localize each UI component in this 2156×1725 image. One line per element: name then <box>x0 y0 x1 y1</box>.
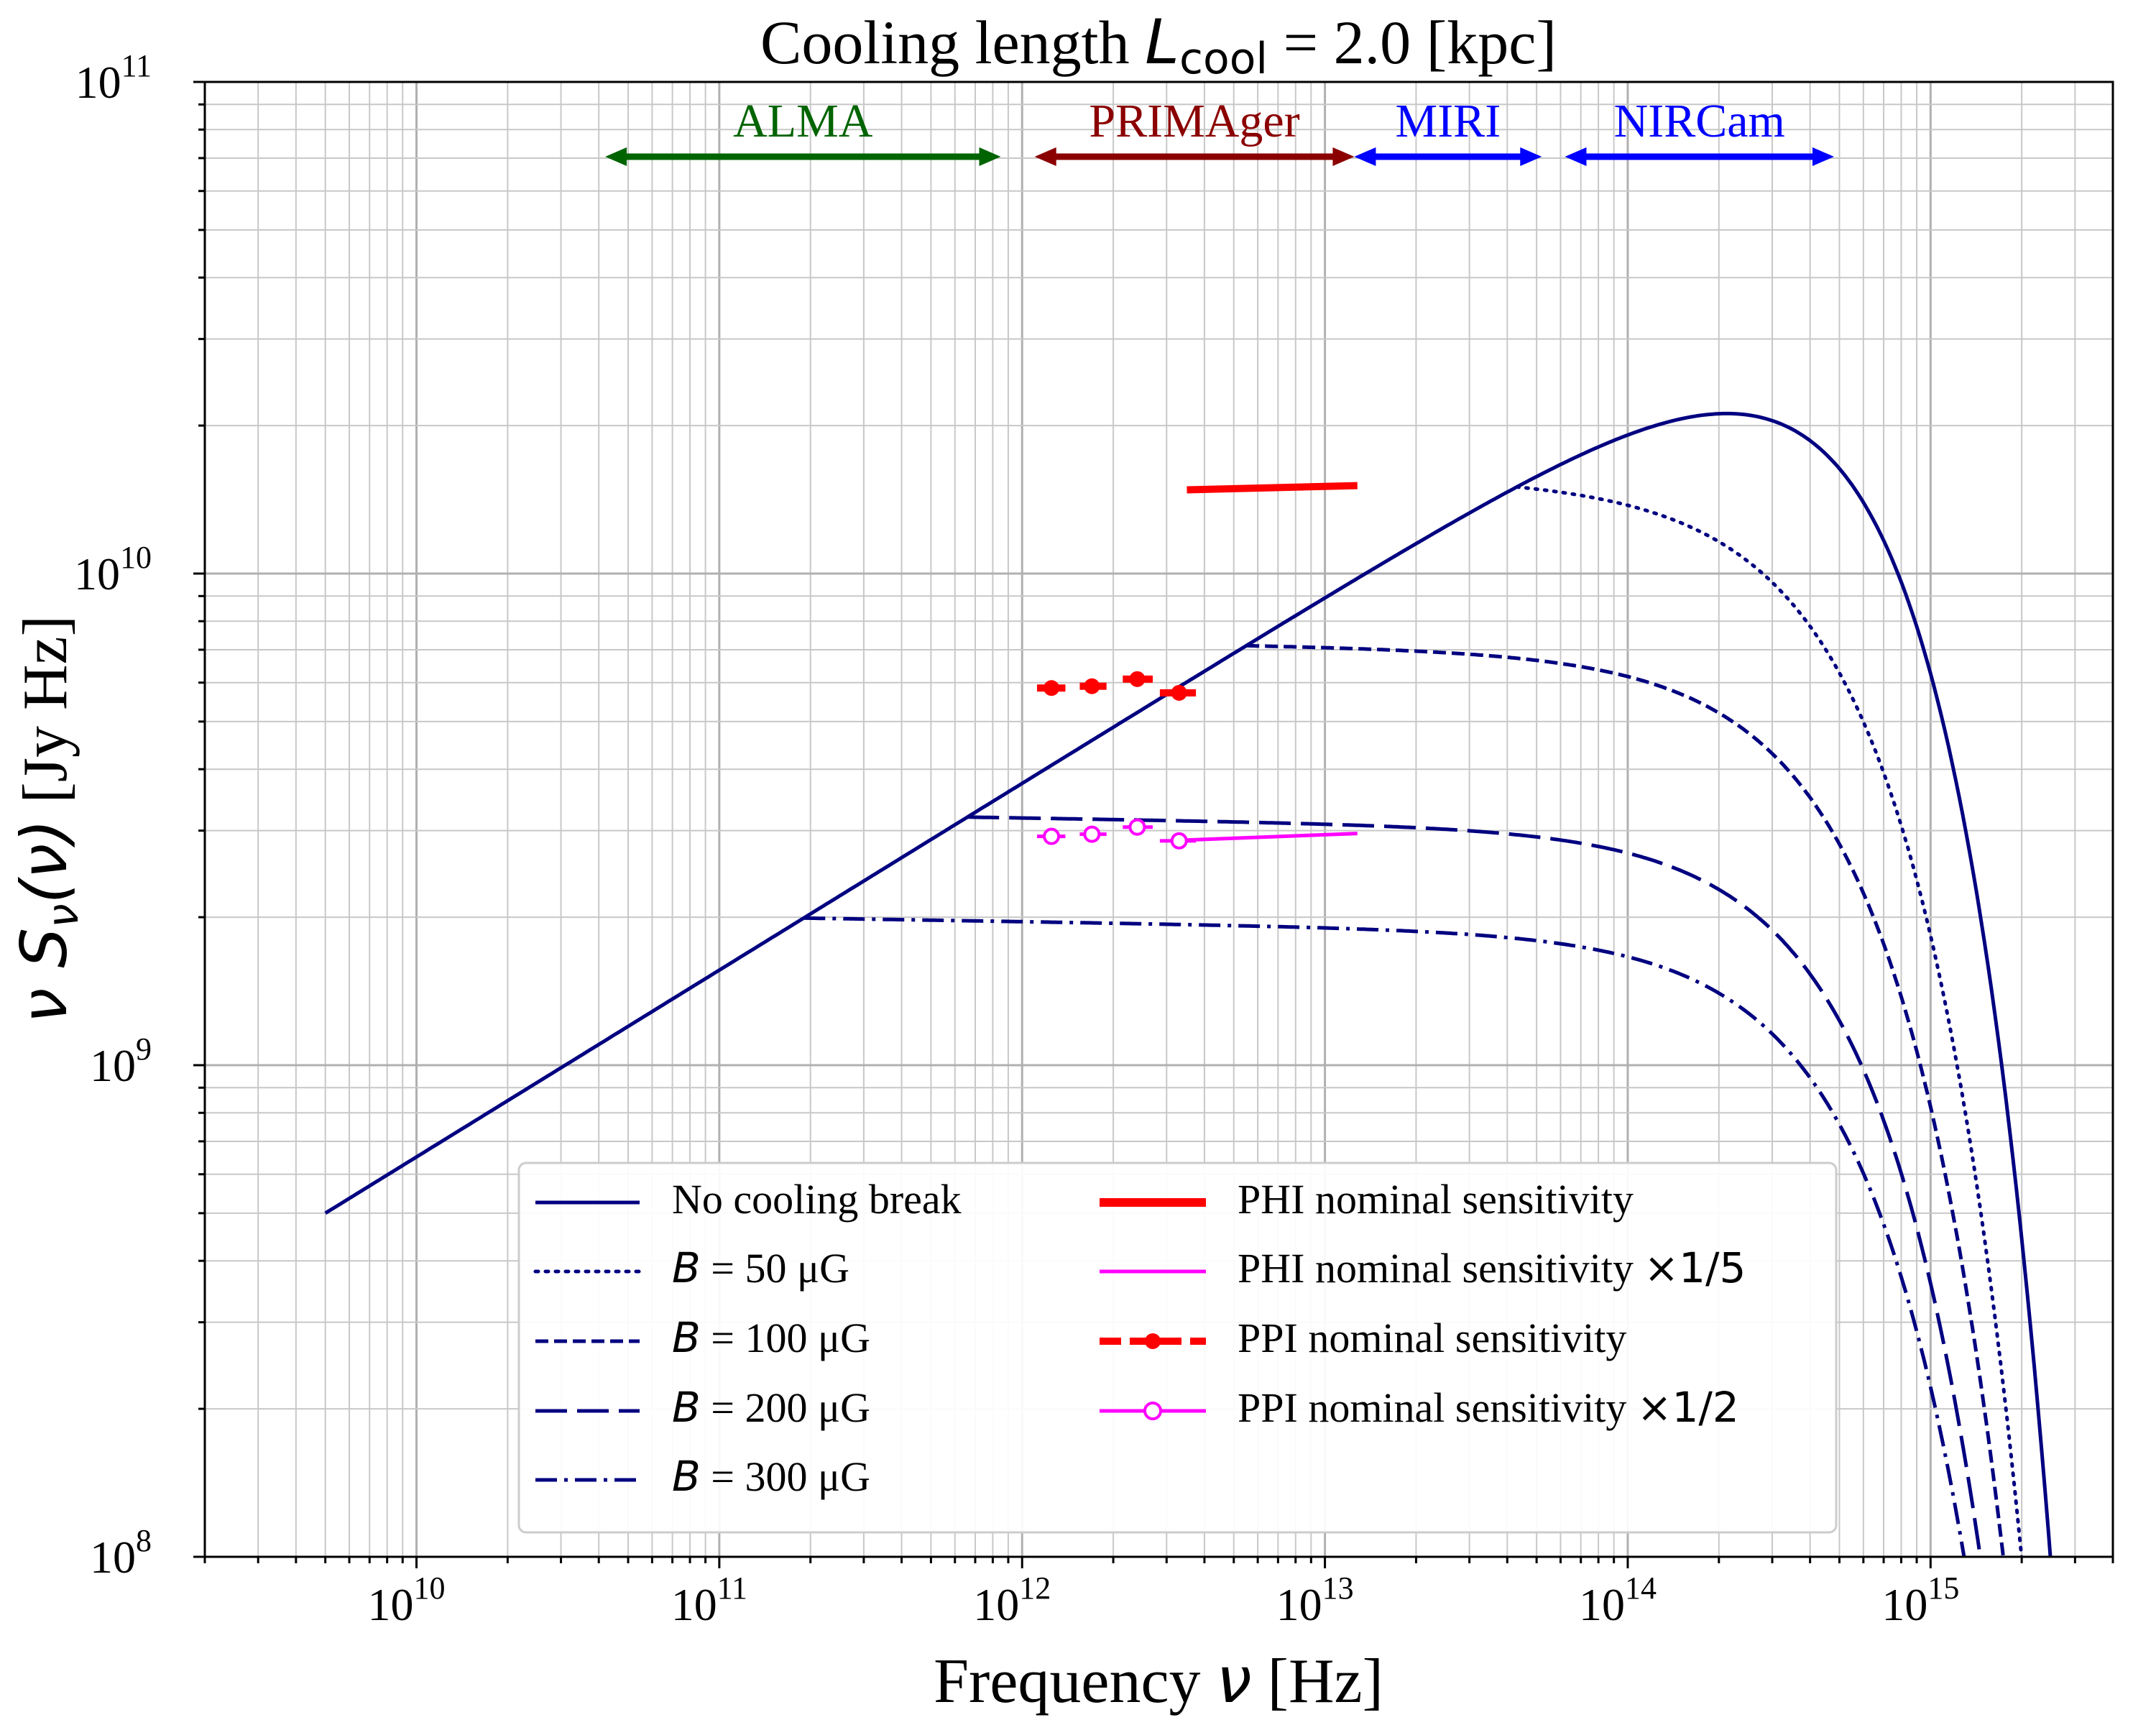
legend-label-b100: B = 100 μG <box>672 1313 870 1362</box>
y-tick-label: 1011 <box>75 48 152 108</box>
band-arrow-head-left <box>1354 147 1376 166</box>
band-arrow-head-right <box>1520 147 1542 166</box>
band-label: NIRCam <box>1614 95 1785 147</box>
x-tick-label: 1011 <box>671 1570 747 1630</box>
y-tick-label: 109 <box>90 1031 152 1091</box>
x-tick-label: 1015 <box>1881 1570 1959 1630</box>
ppi-scaled-point <box>1170 832 1188 850</box>
band-arrow-head-right <box>1332 147 1355 166</box>
y-tick-label: 1010 <box>74 540 152 599</box>
legend-marker-ppi <box>1145 1333 1161 1349</box>
legend-label-phi: PHI nominal sensitivity <box>1238 1176 1634 1223</box>
x-tick-label: 1012 <box>973 1570 1051 1630</box>
chart-title: Cooling length Lcool = 2.0 [kpc] <box>760 6 1557 84</box>
y-tick-label: 108 <box>90 1523 152 1583</box>
x-axis-label: Frequency ν [Hz] <box>934 1643 1383 1717</box>
ppi-scaled-point <box>1043 827 1061 845</box>
x-tick-label: 1010 <box>368 1570 446 1630</box>
ticks: 1010 1011 1012 1013 1014 1015 108 109 1010 1011 <box>74 48 2114 1630</box>
legend-marker-ppi-scaled <box>1143 1402 1162 1420</box>
band-arrow-head-left <box>605 147 627 166</box>
band-label: MIRI <box>1396 95 1501 147</box>
ppi-point <box>1171 684 1187 701</box>
band-alma: ALMA <box>605 95 1001 166</box>
ppi-scaled-point <box>1128 818 1146 836</box>
band-arrow-head-right <box>1812 147 1835 166</box>
legend: No cooling break B = 50 μG B = 100 μG B … <box>517 1162 1838 1534</box>
series-line-1 <box>1515 485 2024 1557</box>
band-label: PRIMAger <box>1089 95 1299 147</box>
ppi-point <box>1084 678 1100 694</box>
legend-label-phi-scaled: PHI nominal sensitivity ×1/5 <box>1238 1243 1746 1292</box>
legend-box <box>517 1162 1838 1534</box>
series-line-0 <box>324 411 2053 1557</box>
phi-scaled-sensitivity-line <box>1187 832 1358 842</box>
band-nircam: NIRCam <box>1565 95 1835 166</box>
axes-frame <box>203 80 2114 1558</box>
band-label: ALMA <box>733 95 873 147</box>
band-arrow-head-right <box>979 147 1001 166</box>
y-axis-label: ν Sν(ν) [Jy Hz] <box>7 615 88 1024</box>
legend-label-b50: B = 50 μG <box>672 1243 849 1292</box>
series-line-2 <box>1246 643 2006 1557</box>
x-tick-label: 1013 <box>1276 1570 1354 1630</box>
band-arrow-head-left <box>1034 147 1056 166</box>
ppi-point <box>1129 671 1146 687</box>
legend-label-no-cooling: No cooling break <box>672 1176 962 1223</box>
x-tick-label: 1014 <box>1579 1570 1657 1630</box>
band-arrow-head-left <box>1565 147 1587 166</box>
ppi-scaled-point <box>1083 825 1101 843</box>
legend-label-ppi: PPI nominal sensitivity <box>1238 1315 1626 1361</box>
legend-label-b300: B = 300 μG <box>672 1452 870 1501</box>
legend-label-b200: B = 200 μG <box>672 1383 870 1432</box>
ppi-point <box>1044 680 1060 696</box>
band-primager: PRIMAger <box>1034 95 1355 166</box>
instrument-bands: ALMA PRIMAger MIRI NIRCam <box>605 95 1835 166</box>
sensitivity-group <box>1036 482 1358 850</box>
phi-sensitivity-line <box>1187 482 1358 494</box>
series-line-4 <box>803 916 1966 1557</box>
band-miri: MIRI <box>1354 95 1542 166</box>
legend-label-ppi-scaled: PPI nominal sensitivity ×1/2 <box>1238 1383 1739 1432</box>
